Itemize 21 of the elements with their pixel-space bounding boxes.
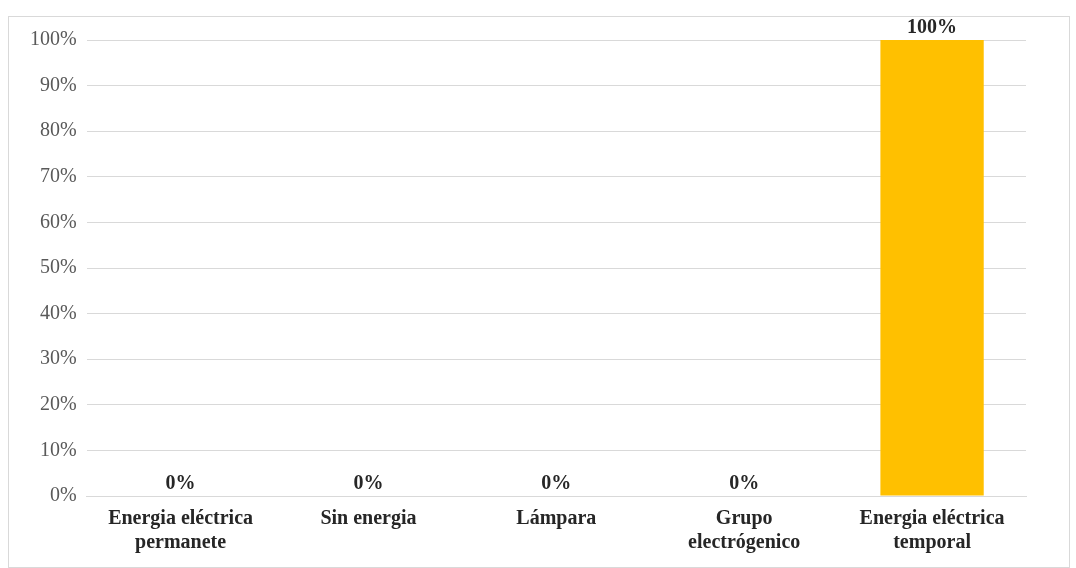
y-tick-label: 60% bbox=[39, 209, 77, 232]
y-tick-label: 100% bbox=[29, 27, 77, 50]
data-label: 0% bbox=[541, 471, 572, 494]
y-tick-label: 50% bbox=[39, 255, 77, 278]
y-tick-label: 30% bbox=[39, 346, 77, 369]
y-tick-label: 90% bbox=[39, 72, 77, 95]
data-label: 0% bbox=[353, 471, 384, 494]
y-tick-label: 40% bbox=[39, 300, 77, 323]
y-tick-label: 10% bbox=[39, 437, 77, 460]
x-tick-label: Energia eléctrica temporal bbox=[859, 506, 1005, 554]
x-tick-label: Sin energia bbox=[320, 506, 417, 530]
x-tick-label: Energia eléctrica permanete bbox=[108, 506, 254, 554]
y-tick-label: 20% bbox=[39, 392, 77, 415]
x-tick-label: Lámpara bbox=[516, 506, 597, 530]
data-label: 0% bbox=[729, 471, 760, 494]
x-tick-label: Grupo electrógenico bbox=[688, 506, 801, 554]
data-label: 100% bbox=[907, 15, 958, 38]
y-tick-label: 70% bbox=[39, 164, 77, 187]
y-tick-label: 0% bbox=[49, 483, 77, 506]
y-tick-label: 80% bbox=[39, 118, 77, 141]
data-label: 0% bbox=[165, 471, 196, 494]
